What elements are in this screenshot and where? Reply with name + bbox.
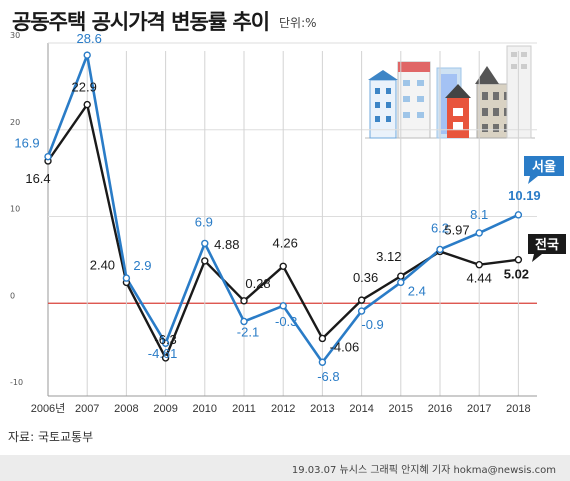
data-point-seoul [240, 317, 248, 326]
data-label-seoul: 10.19 [508, 188, 541, 203]
unit-label: 단위:% [279, 16, 317, 30]
source-note: 자료: 국토교통부 [8, 430, 94, 444]
data-point-national [83, 100, 91, 109]
data-label-seoul: -2.1 [237, 324, 259, 339]
data-label-seoul: 28.6 [77, 31, 102, 46]
data-point-national [279, 262, 287, 270]
data-point-seoul [44, 152, 52, 161]
x-tick-label: 2013 [310, 403, 334, 415]
data-point-seoul [122, 274, 131, 282]
y-tick-label: 10 [10, 205, 20, 214]
data-label-national: -6.3 [154, 332, 176, 347]
data-label-national: 0.36 [353, 270, 378, 285]
data-label-national: 4.44 [467, 271, 492, 286]
data-point-seoul [318, 358, 327, 366]
legend-national-label: 전국 [535, 237, 559, 253]
x-tick-label: 2018 [506, 403, 530, 415]
data-point-national [397, 272, 405, 280]
data-label-seoul: 8.1 [470, 207, 488, 222]
y-tick-label: -10 [10, 378, 23, 387]
data-label-seoul: -4.61 [148, 346, 178, 361]
data-point-national [357, 296, 366, 304]
x-tick-label: 2014 [349, 403, 373, 415]
chart-panel [0, 0, 570, 455]
x-tick-label: 2007 [75, 403, 99, 415]
data-label-national: -4.06 [330, 339, 360, 354]
footer-bar: 19.03.07 뉴시스 그래픽 안지혜 기자 hokma@newsis.com [0, 455, 570, 481]
x-tick-label: 2016 [428, 403, 452, 415]
data-point-seoul [514, 211, 523, 219]
data-point-seoul [475, 229, 483, 237]
data-label-national: 2.40 [90, 257, 115, 272]
legend-seoul-label: 서울 [532, 159, 556, 175]
x-tick-label: 2012 [271, 403, 295, 415]
data-label-national: 16.4 [25, 171, 50, 186]
data-point-seoul [83, 51, 91, 59]
chart-title: 공동주택 공시가격 변동률 추이 [12, 10, 270, 34]
data-point-seoul [161, 339, 170, 347]
x-tick-label: 2010 [193, 403, 217, 415]
x-tick-label: 2009 [153, 403, 177, 415]
y-tick-label: 0 [10, 291, 15, 300]
legend-seoul-bubble [524, 156, 564, 184]
data-point-seoul [397, 278, 405, 287]
data-label-seoul: -6.8 [317, 369, 339, 384]
data-label-national: 22.9 [72, 80, 97, 95]
x-tick-label: 2011 [232, 403, 256, 415]
data-label-seoul: -0.9 [361, 317, 383, 332]
data-label-seoul: 6.9 [195, 214, 213, 229]
data-point-national [240, 297, 248, 305]
data-point-seoul [436, 245, 444, 254]
data-label-national: 4.26 [273, 235, 298, 250]
data-label-national: 3.12 [376, 249, 401, 264]
buildings-icon [365, 45, 535, 139]
y-tick-label: 30 [10, 31, 20, 40]
data-label-national: 5.02 [504, 267, 529, 282]
data-label-national: 4.88 [214, 237, 239, 252]
data-point-seoul [357, 307, 366, 315]
buildings-illustration [365, 40, 535, 140]
data-label-national: 0.28 [245, 276, 270, 291]
credit-text: 19.03.07 뉴시스 그래픽 안지혜 기자 hokma@newsis.com [291, 465, 556, 476]
data-label-seoul: 2.9 [133, 258, 151, 273]
data-point-seoul [201, 239, 209, 248]
legend-national-bubble [528, 234, 566, 262]
x-tick-label: 2006년 [31, 402, 66, 415]
data-label-seoul: 6.2 [431, 220, 449, 235]
data-point-national [318, 334, 327, 343]
data-point-national [514, 256, 523, 264]
x-tick-label: 2017 [467, 403, 491, 415]
data-label-seoul: -0.3 [275, 314, 297, 329]
data-point-national [201, 257, 209, 265]
y-tick-label: 20 [10, 118, 20, 127]
data-label-national: 5.97 [444, 222, 469, 237]
x-tick-label: 2015 [389, 403, 413, 415]
data-point-national [161, 354, 170, 362]
data-label-seoul: 2.4 [408, 283, 426, 298]
x-tick-label: 2008 [114, 403, 138, 415]
data-point-national [475, 261, 483, 269]
data-point-seoul [279, 302, 287, 310]
data-label-seoul: 16.9 [14, 136, 39, 151]
